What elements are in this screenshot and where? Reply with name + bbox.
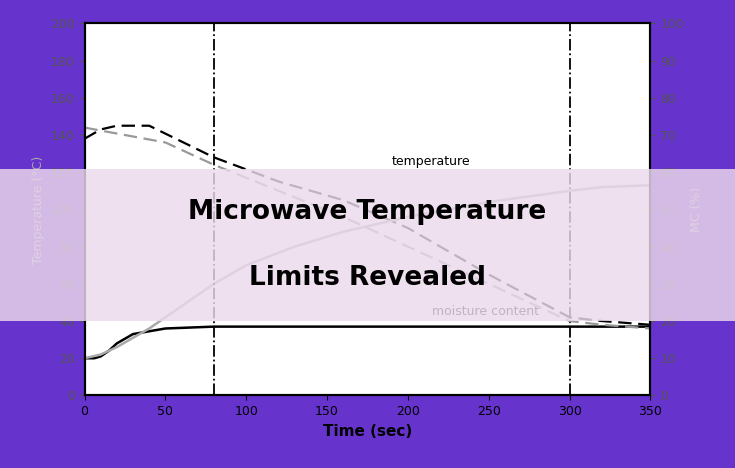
Y-axis label: MC (%): MC (%) bbox=[689, 187, 703, 232]
Text: Microwave Temperature: Microwave Temperature bbox=[188, 199, 547, 225]
Y-axis label: Temperature (°C): Temperature (°C) bbox=[32, 155, 46, 263]
Text: moisture content: moisture content bbox=[432, 306, 539, 318]
Text: temperature: temperature bbox=[392, 155, 470, 168]
Text: Limits Revealed: Limits Revealed bbox=[249, 264, 486, 291]
X-axis label: Time (sec): Time (sec) bbox=[323, 424, 412, 439]
